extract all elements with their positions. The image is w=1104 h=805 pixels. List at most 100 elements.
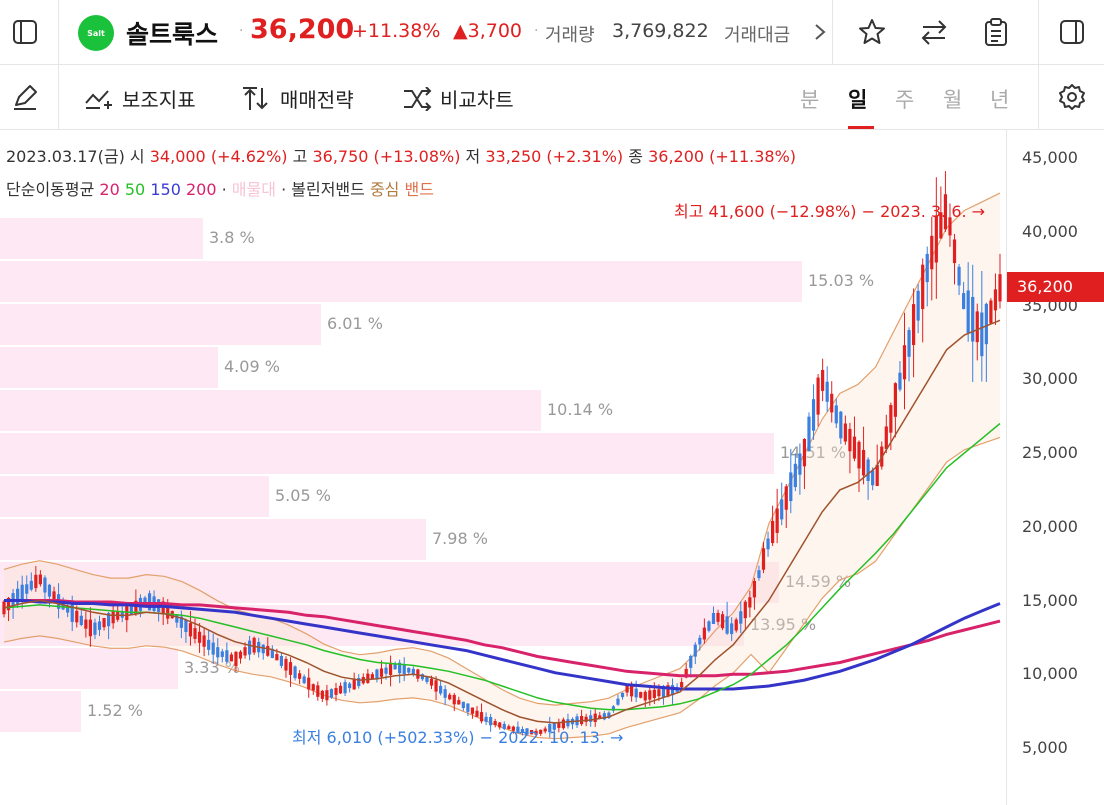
candle-down [357,677,361,687]
candle-down [143,597,147,606]
trade-arrows-icon [243,86,268,110]
volume-profile-bar [0,519,426,560]
swap-icon[interactable] [914,12,954,52]
candle-up [948,217,952,236]
ma20-line [3,319,1001,724]
candle-down [70,603,74,622]
candle-up [288,662,293,675]
panel-toggle-icon[interactable] [1052,12,1092,52]
volume-profile-bar [0,433,774,474]
divider [58,65,59,129]
ma20-label[interactable]: 20 [99,180,120,199]
candle-up [771,520,775,544]
candle-down [489,717,493,726]
volume-profile-bar [0,218,203,259]
bollinger-band-label[interactable]: 밴드 [404,180,434,199]
close-label: 종 [628,147,643,166]
candle-down [616,698,620,705]
candle-up [197,631,202,643]
candle-down [711,613,716,624]
low-value: 33,250 (+2.31%) [485,147,624,166]
strategy-button[interactable]: 매매전략 [242,84,354,113]
candle-up [284,658,288,671]
candle-up [6,597,11,611]
volume-profile-label: 7.98 % [432,529,488,548]
ma200-label[interactable]: 200 [185,180,217,199]
candle-down [407,667,411,673]
current-price-tag: 36,200 [1007,272,1104,302]
clipboard-icon[interactable] [976,12,1016,52]
candle-down [520,728,525,733]
open-label: 시 [129,147,145,166]
candle-up [934,215,938,263]
settings-gear-icon[interactable] [1052,77,1092,117]
candle-up [38,574,42,585]
period-day[interactable]: 일 [848,88,868,112]
period-month[interactable]: 월 [943,88,963,112]
candle-down [661,685,666,698]
candle-down [393,664,397,670]
candle-down [807,416,811,451]
volume-profile-bar [0,347,218,388]
ma150-label[interactable]: 150 [150,180,181,199]
volume-profile-label: 4.09 % [224,357,280,376]
strategy-label: 매매전략 [280,88,354,112]
favorite-star-icon[interactable] [852,12,892,52]
candle-up [561,719,565,729]
candle-up [852,436,857,459]
candle-up [643,691,647,701]
candle-down [120,611,124,618]
candle-up [498,722,502,728]
period-year[interactable]: 년 [990,88,1010,112]
bollinger-label[interactable]: 볼린저밴드 [291,180,365,199]
ma-label: 단순이동평균 [6,180,95,199]
candle-up [429,678,434,686]
candle-up [902,345,907,380]
candle-up [875,464,879,486]
candle-down [984,303,988,345]
volume-value: 3,769,822 [612,20,709,42]
compare-button[interactable]: 비교차트 [402,84,514,113]
candle-down [207,639,211,650]
candle-down [47,584,52,597]
ma50-label[interactable]: 50 [124,180,146,199]
candle-down [620,692,625,698]
candle-up [752,580,757,598]
candle-up [821,370,825,391]
close-value: 36,200 (+11.38%) [648,147,797,166]
indicator-button[interactable]: 보조지표 [84,84,196,113]
volume-label: 거래량 [545,25,595,46]
pencil-draw-icon[interactable] [5,77,45,117]
candle-up [243,647,247,656]
candle-down [329,689,334,698]
ma200-line [4,599,1001,678]
candle-down [179,616,183,628]
axis-tick-label: 40,000 [1022,221,1078,241]
price-chart[interactable] [0,130,1005,805]
candle-up [470,707,475,714]
period-minute[interactable]: 분 [800,88,820,112]
candle-down [66,605,70,613]
candle-down [129,606,133,615]
candle-down [698,637,702,645]
candle-down [466,703,470,712]
bollinger-mid-label[interactable]: 중심 [369,180,400,199]
separator-dot: · [221,180,227,199]
candle-down [348,683,352,689]
more-info-icon[interactable] [800,12,840,52]
candle-down [898,372,902,390]
candle-down [798,453,802,475]
candle-down [420,674,425,680]
volume-profile-label[interactable]: 매물대 [231,180,276,199]
shuffle-icon [404,86,432,111]
candle-down [825,381,829,402]
candle-up [316,685,320,697]
candle-up [775,508,779,533]
sidebar-toggle-icon[interactable] [5,12,45,52]
candle-down [566,719,570,727]
volume-profile-label: 15.03 % [808,271,875,290]
candle-up [921,264,925,310]
stock-name[interactable]: 솔트룩스 [126,20,219,49]
axis-tick-label: 20,000 [1022,516,1078,536]
period-week[interactable]: 주 [895,88,915,112]
